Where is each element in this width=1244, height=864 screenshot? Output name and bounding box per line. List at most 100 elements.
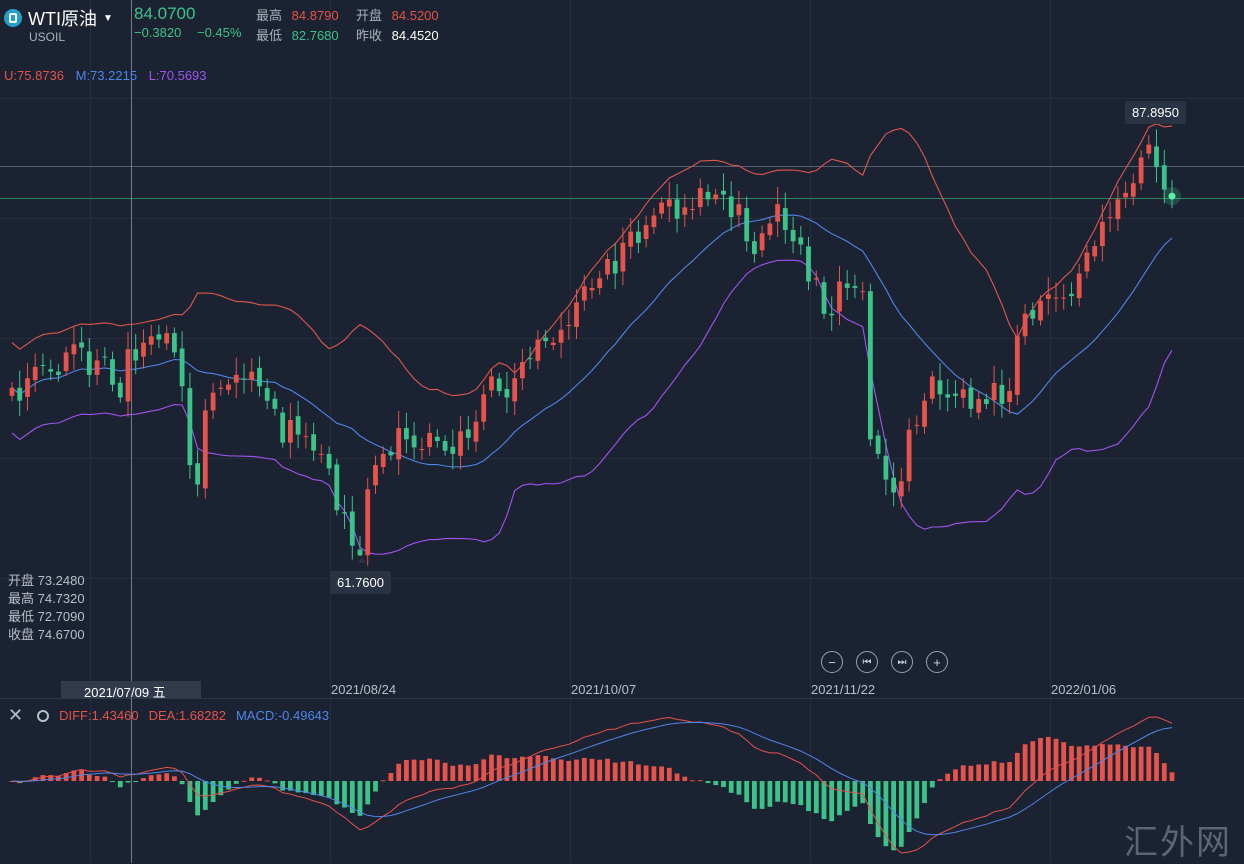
candle: [651, 207, 657, 234]
candle-body: [125, 349, 131, 402]
candle-body: [914, 424, 920, 426]
candle: [465, 416, 471, 450]
candle: [442, 435, 448, 456]
candle: [1115, 186, 1121, 231]
candle: [968, 378, 974, 418]
candle: [342, 494, 347, 529]
candle: [574, 289, 579, 339]
candle-body: [334, 464, 340, 511]
zoom-in-button[interactable]: +: [926, 651, 948, 673]
macd-legend: ✕ DIFF:1.43460 DEA:1.68282 MACD:-0.49643: [8, 705, 339, 726]
zoom-out-button[interactable]: −: [821, 651, 843, 673]
candle-body: [427, 432, 432, 448]
candle-body: [388, 451, 394, 456]
candle-body: [1130, 183, 1136, 197]
candle: [427, 423, 432, 456]
macd-bar: [922, 781, 927, 804]
macd-bar: [86, 774, 92, 781]
candle-body: [496, 378, 502, 392]
candle: [891, 462, 896, 507]
high-stat: 最高 84.8790: [256, 5, 339, 24]
low-label: 最低: [256, 28, 283, 43]
macd-bar: [419, 760, 425, 781]
candle-body: [195, 463, 200, 485]
macd-bar: [303, 781, 309, 794]
macd-bar: [566, 760, 572, 781]
scroll-left-button[interactable]: ⏮: [856, 651, 878, 673]
candle-body: [636, 231, 641, 243]
macd-bar: [342, 781, 347, 808]
crosshair-date-highlight: [61, 681, 201, 698]
scroll-right-button[interactable]: ⏭: [891, 651, 913, 673]
macd-bar: [210, 781, 216, 802]
candle: [643, 215, 649, 248]
candle: [1007, 377, 1012, 414]
prev-close-value: 84.4520: [391, 28, 439, 43]
candle: [257, 356, 262, 397]
candle-body: [481, 394, 487, 422]
candle: [450, 429, 456, 470]
candle: [736, 190, 742, 228]
candle: [1069, 282, 1074, 307]
close-indicator-icon[interactable]: ✕: [8, 705, 24, 725]
low-stat: 最低 82.7680: [256, 25, 339, 44]
candle-body: [94, 360, 100, 375]
x-axis-date-2: 2021/10/07: [571, 682, 637, 697]
candle-body: [264, 388, 270, 401]
min-price-tag: 61.7600: [330, 571, 391, 594]
candle: [612, 243, 618, 289]
macd-bar: [458, 764, 463, 781]
prev-close-stat: 昨收 84.4520: [356, 25, 439, 44]
candle: [636, 220, 641, 254]
macd-bar: [318, 781, 324, 796]
candle-body: [976, 399, 982, 413]
macd-bar: [798, 781, 804, 806]
symbol-selector[interactable]: WTI原油 ▼: [4, 5, 113, 31]
candle-body: [1092, 246, 1098, 257]
candle-body: [674, 199, 680, 219]
candle-body: [179, 348, 185, 387]
candle-body: [589, 288, 595, 291]
macd-diff-value: DIFF:1.43460: [59, 708, 139, 723]
candle-body: [535, 339, 541, 361]
candle-body: [620, 242, 626, 272]
candle: [365, 477, 371, 566]
candle: [1061, 284, 1067, 310]
candle-body: [945, 394, 951, 398]
candle-body: [960, 389, 966, 398]
macd-bar: [945, 773, 951, 781]
candle-body: [1038, 300, 1043, 321]
macd-bar: [249, 777, 255, 781]
candle: [434, 429, 440, 448]
macd-bar: [218, 781, 224, 796]
macd-bar: [721, 781, 726, 788]
candle-body: [349, 511, 355, 546]
candle: [504, 371, 510, 413]
candle-body: [721, 190, 726, 195]
macd-bar: [380, 780, 386, 782]
macd-bar: [999, 762, 1005, 781]
macd-dea-value: DEA:1.68282: [148, 708, 226, 723]
macd-bar: [334, 781, 340, 805]
candle: [63, 346, 69, 377]
candle: [558, 312, 564, 359]
macd-bar: [512, 758, 518, 781]
candle: [759, 225, 765, 258]
candle: [620, 227, 626, 286]
candle-body: [1100, 221, 1105, 247]
caret-down-icon[interactable]: ▼: [103, 12, 113, 24]
candle-body: [597, 278, 603, 288]
macd-value: MACD:-0.49643: [235, 708, 330, 723]
settings-gear-icon[interactable]: [37, 709, 50, 722]
candle: [1014, 324, 1020, 406]
candle: [102, 347, 108, 366]
macd-bar: [349, 781, 355, 813]
candle: [898, 467, 904, 509]
candle-body: [713, 194, 719, 200]
candle: [458, 416, 463, 470]
candle-body: [929, 376, 935, 399]
candle: [775, 187, 780, 238]
candle-body: [1115, 199, 1121, 220]
